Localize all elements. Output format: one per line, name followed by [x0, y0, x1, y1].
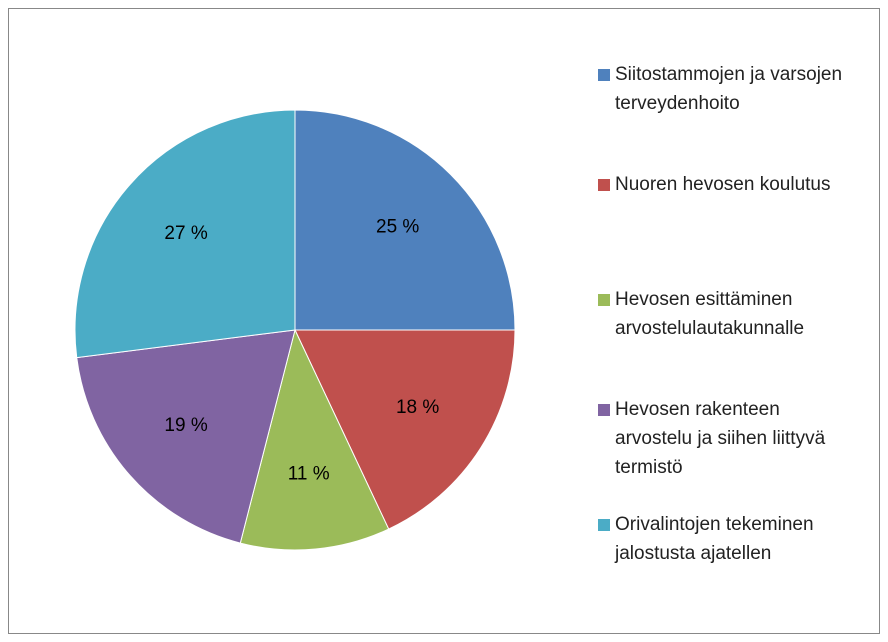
legend-swatch	[598, 69, 610, 81]
data-label: 18 %	[396, 397, 439, 418]
legend-swatch	[598, 179, 610, 191]
pie-slice	[74, 109, 296, 359]
chart-border	[8, 8, 880, 634]
data-label: 25 %	[376, 216, 419, 237]
legend-label: Hevosen esittäminen arvostelulautakunnal…	[615, 289, 805, 339]
legend-label: Orivalintojen tekeminen jalostusta ajate…	[615, 514, 814, 564]
pie-slice	[76, 329, 296, 544]
legend-label: Siitostammojen ja varsojen terveydenhoit…	[615, 64, 843, 114]
legend-label: Nuoren hevosen koulutus	[615, 174, 831, 195]
pie-slice	[294, 109, 516, 331]
pie-slice	[294, 329, 516, 530]
legend-label: Hevosen rakenteen arvostelu ja siihen li…	[615, 399, 826, 478]
legend-swatch	[598, 294, 610, 306]
legend-swatch	[598, 519, 610, 531]
data-label: 27 %	[164, 223, 207, 244]
legend-swatch	[598, 404, 610, 416]
data-label: 11 %	[288, 464, 330, 485]
data-label: 19 %	[164, 415, 207, 436]
pie-slice	[239, 328, 390, 551]
